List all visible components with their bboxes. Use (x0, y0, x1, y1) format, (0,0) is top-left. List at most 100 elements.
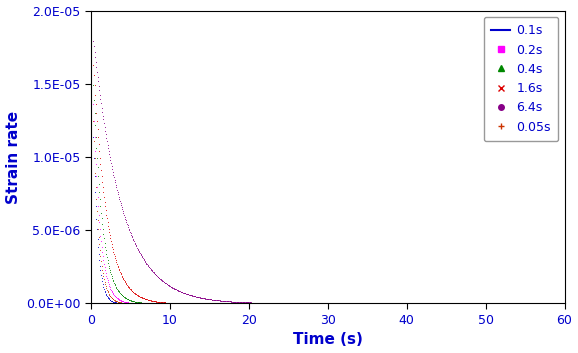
Point (495, 301, 505, 306)
Point (221, 301, 231, 306)
Point (249, 301, 258, 306)
Point (295, 301, 304, 306)
Point (398, 301, 407, 306)
Point (495, 301, 504, 306)
Point (399, 301, 408, 306)
Point (180, 301, 190, 306)
Point (401, 301, 410, 306)
Point (187, 300, 197, 306)
Point (425, 301, 434, 306)
Point (284, 301, 293, 306)
Point (559, 301, 568, 306)
Point (430, 301, 439, 306)
Point (205, 301, 214, 306)
Point (109, 299, 118, 305)
Point (399, 301, 408, 306)
Point (440, 301, 450, 306)
Point (330, 301, 339, 306)
Point (273, 301, 282, 306)
Point (103, 295, 113, 300)
Point (428, 301, 438, 306)
Point (447, 301, 457, 306)
Point (232, 301, 241, 306)
Point (227, 301, 236, 306)
Point (437, 301, 446, 306)
Point (289, 301, 298, 306)
Point (155, 300, 165, 306)
Point (544, 301, 553, 306)
Point (497, 301, 506, 306)
Point (400, 301, 409, 306)
Point (466, 301, 476, 306)
Point (445, 301, 454, 306)
Point (543, 301, 553, 306)
Point (246, 300, 255, 305)
Point (494, 301, 503, 306)
Point (292, 300, 301, 306)
Point (516, 301, 525, 306)
Point (231, 301, 240, 306)
Point (480, 301, 489, 306)
Point (340, 301, 349, 306)
Point (397, 301, 406, 306)
Point (383, 301, 392, 306)
Point (144, 297, 153, 303)
Point (376, 301, 386, 306)
Point (294, 300, 303, 306)
Point (118, 298, 128, 304)
Point (367, 301, 376, 306)
Point (426, 301, 435, 306)
Point (325, 301, 335, 306)
Point (105, 268, 114, 273)
Point (286, 301, 295, 306)
Point (453, 301, 462, 306)
Point (449, 301, 458, 306)
Point (332, 301, 342, 306)
Point (118, 293, 127, 298)
Point (193, 294, 202, 300)
Point (543, 301, 552, 306)
Point (390, 301, 399, 306)
Point (396, 301, 405, 306)
Point (546, 301, 555, 306)
Point (198, 301, 207, 306)
Point (168, 300, 177, 306)
Point (440, 301, 449, 306)
Point (110, 298, 119, 303)
Point (185, 292, 194, 298)
Point (125, 297, 135, 303)
Point (460, 301, 469, 306)
Point (529, 301, 538, 306)
Point (531, 301, 540, 306)
Point (539, 301, 548, 306)
Point (103, 277, 112, 283)
Point (431, 301, 440, 306)
Point (513, 301, 522, 306)
Point (402, 301, 412, 306)
Point (143, 301, 153, 306)
Point (454, 301, 464, 306)
Point (165, 300, 175, 306)
Point (195, 294, 204, 300)
Point (343, 301, 352, 306)
Point (209, 301, 218, 306)
Point (256, 300, 265, 306)
Point (523, 301, 532, 306)
Point (494, 301, 503, 306)
Point (536, 301, 546, 306)
Point (235, 301, 244, 306)
Point (228, 301, 237, 306)
Point (224, 301, 234, 306)
Point (264, 301, 273, 306)
Point (187, 301, 197, 306)
Point (208, 301, 217, 306)
Point (468, 301, 477, 306)
Point (401, 301, 410, 306)
Point (468, 301, 477, 306)
Point (517, 301, 527, 306)
Point (235, 301, 244, 306)
Point (501, 301, 510, 306)
Point (383, 301, 392, 306)
Point (502, 301, 511, 306)
Point (521, 301, 530, 306)
